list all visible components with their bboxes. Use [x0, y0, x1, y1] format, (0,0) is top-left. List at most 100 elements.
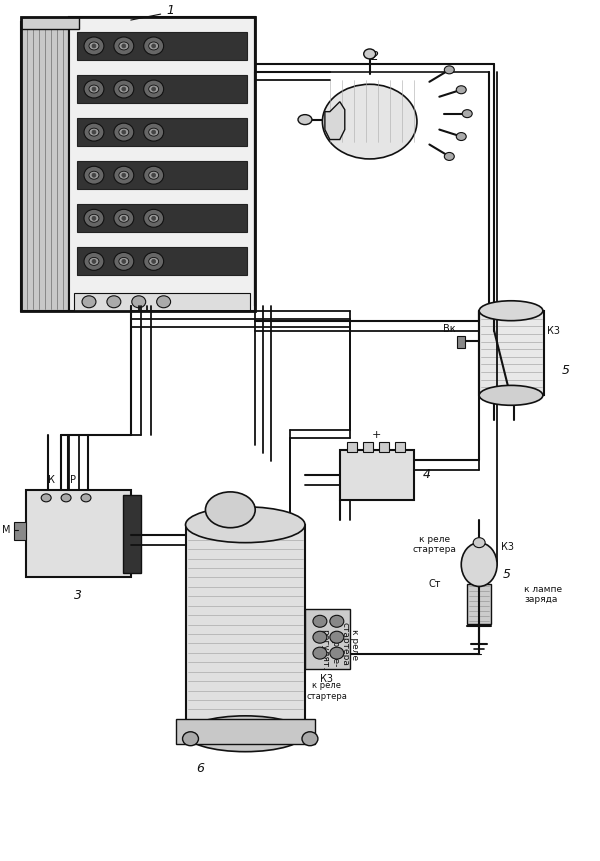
Text: К3: К3: [320, 674, 334, 684]
Ellipse shape: [302, 732, 318, 746]
Text: к реле-
регулят.: к реле- регулят.: [320, 629, 340, 670]
Ellipse shape: [144, 209, 164, 227]
Ellipse shape: [89, 128, 99, 136]
Ellipse shape: [322, 84, 417, 159]
Bar: [185, 524, 305, 734]
Bar: [176, 719, 315, 744]
Ellipse shape: [313, 616, 327, 628]
Ellipse shape: [445, 66, 454, 74]
Text: К3: К3: [547, 325, 560, 336]
Text: 5: 5: [562, 364, 570, 377]
Text: Вк: Вк: [443, 324, 455, 334]
Ellipse shape: [144, 80, 164, 98]
Ellipse shape: [114, 166, 134, 184]
Ellipse shape: [92, 173, 96, 177]
Bar: [77, 204, 247, 232]
Ellipse shape: [144, 37, 164, 55]
Ellipse shape: [81, 494, 91, 502]
Ellipse shape: [92, 259, 96, 263]
Text: 3: 3: [74, 589, 82, 602]
Text: 2: 2: [371, 51, 379, 64]
Ellipse shape: [182, 732, 199, 746]
Ellipse shape: [185, 715, 305, 752]
Ellipse shape: [144, 123, 164, 141]
Bar: [123, 495, 141, 573]
Text: к лампе
заряда: к лампе заряда: [524, 585, 562, 604]
Ellipse shape: [122, 87, 126, 91]
Bar: [305, 610, 350, 669]
Ellipse shape: [61, 494, 71, 502]
Ellipse shape: [89, 85, 99, 93]
Ellipse shape: [330, 631, 344, 643]
Ellipse shape: [119, 128, 129, 136]
Text: Ст: Ст: [428, 579, 440, 590]
Ellipse shape: [149, 42, 158, 50]
Ellipse shape: [479, 300, 543, 320]
Text: к реле
стартера: к реле стартера: [340, 623, 359, 666]
Ellipse shape: [149, 128, 158, 136]
Ellipse shape: [114, 209, 134, 227]
Bar: [21, 17, 79, 29]
Bar: [21, 17, 255, 311]
Ellipse shape: [152, 216, 155, 220]
Ellipse shape: [119, 85, 129, 93]
Ellipse shape: [89, 171, 99, 179]
Text: 1: 1: [167, 3, 175, 16]
Ellipse shape: [114, 252, 134, 270]
Ellipse shape: [144, 252, 164, 270]
Ellipse shape: [114, 80, 134, 98]
Ellipse shape: [479, 386, 543, 406]
Ellipse shape: [84, 37, 104, 55]
Text: М: М: [2, 524, 11, 535]
Ellipse shape: [330, 616, 344, 628]
Text: К3: К3: [500, 542, 514, 552]
Ellipse shape: [84, 123, 104, 141]
Ellipse shape: [122, 173, 126, 177]
Bar: [77, 75, 247, 103]
Ellipse shape: [473, 537, 485, 548]
Ellipse shape: [313, 631, 327, 643]
Ellipse shape: [82, 296, 96, 307]
Ellipse shape: [152, 87, 155, 91]
Ellipse shape: [462, 109, 472, 118]
Ellipse shape: [364, 49, 376, 59]
Bar: [69, 17, 255, 311]
Bar: [21, 22, 69, 311]
Ellipse shape: [313, 647, 327, 660]
Ellipse shape: [152, 130, 155, 134]
Polygon shape: [325, 102, 345, 139]
Ellipse shape: [152, 173, 155, 177]
Ellipse shape: [92, 130, 96, 134]
Ellipse shape: [157, 296, 170, 307]
Bar: [77, 247, 247, 276]
Ellipse shape: [144, 166, 164, 184]
Ellipse shape: [122, 130, 126, 134]
Ellipse shape: [122, 216, 126, 220]
Bar: [77, 118, 247, 146]
Ellipse shape: [119, 257, 129, 265]
Ellipse shape: [84, 166, 104, 184]
Ellipse shape: [114, 37, 134, 55]
Ellipse shape: [92, 44, 96, 48]
Bar: [457, 336, 465, 348]
Text: 5: 5: [503, 568, 511, 581]
Ellipse shape: [445, 152, 454, 160]
Ellipse shape: [149, 214, 158, 222]
Ellipse shape: [89, 257, 99, 265]
Ellipse shape: [119, 214, 129, 222]
Bar: [467, 585, 491, 624]
Text: к реле
стартера: к реле стартера: [307, 681, 347, 701]
Text: к реле
стартера: к реле стартера: [412, 535, 457, 554]
Ellipse shape: [132, 296, 146, 307]
Bar: [77, 32, 247, 60]
Bar: [395, 442, 404, 452]
Ellipse shape: [92, 216, 96, 220]
Ellipse shape: [84, 80, 104, 98]
Text: Р: Р: [70, 475, 76, 485]
Bar: [340, 450, 415, 500]
Bar: [479, 311, 544, 395]
Bar: [379, 442, 389, 452]
Text: 6: 6: [196, 762, 205, 775]
Ellipse shape: [92, 87, 96, 91]
Ellipse shape: [89, 214, 99, 222]
